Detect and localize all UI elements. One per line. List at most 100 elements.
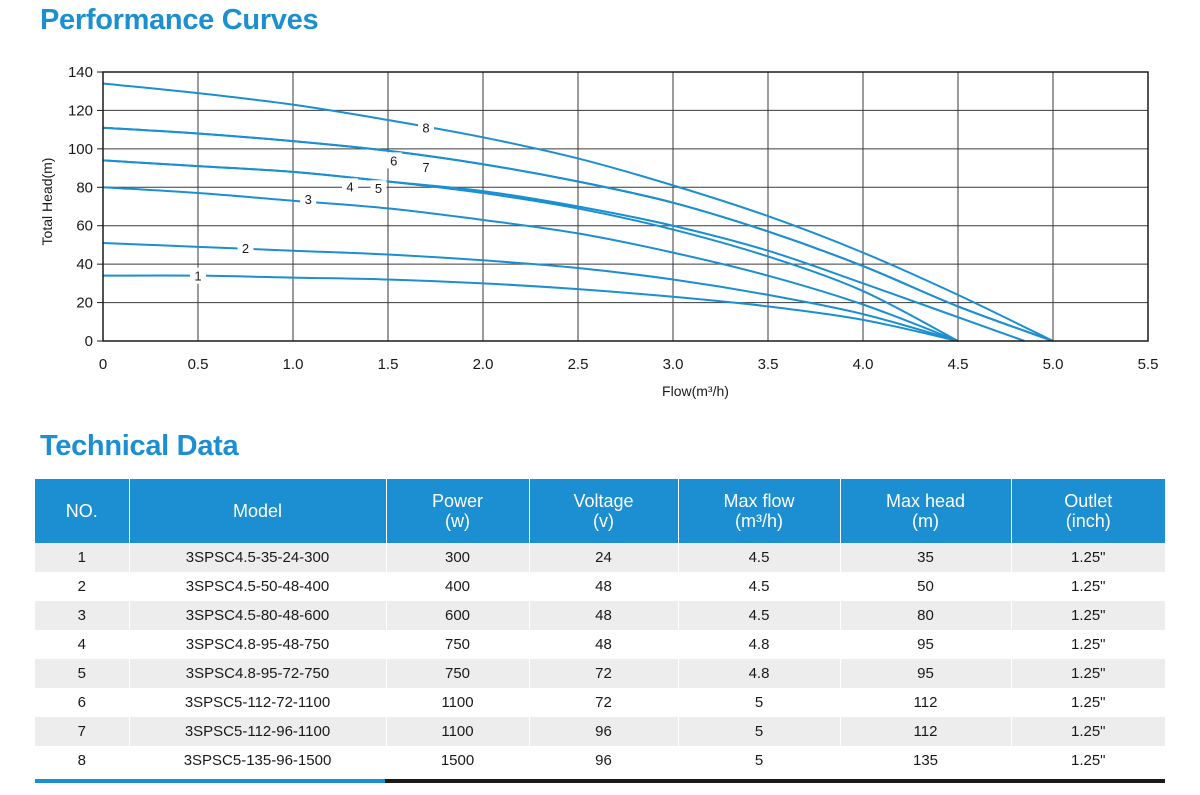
header-unit: (v) — [593, 511, 614, 531]
header-label: Max head — [885, 491, 966, 511]
table-cell: 600 — [385, 601, 529, 630]
table-row: 3 3SPSC4.5-80-48-600 600 48 4.5 80 1.25" — [35, 601, 1165, 630]
table-row: 5 3SPSC4.8-95-72-750 750 72 4.8 95 1.25" — [35, 659, 1165, 688]
table-cell: 3SPSC5-112-96-1100 — [128, 717, 386, 746]
y-tick-label: 40 — [76, 256, 93, 273]
header-cell: Max head (m) — [839, 479, 1011, 543]
table-cell: 750 — [385, 630, 529, 659]
table-cell: 48 — [528, 630, 678, 659]
curve-label-bg — [418, 119, 434, 136]
table-cell: 1.25" — [1010, 601, 1165, 630]
table-cell: 5 — [677, 688, 840, 717]
table-row: 4 3SPSC4.8-95-48-750 750 48 4.8 95 1.25" — [35, 630, 1165, 659]
table-cell: 3SPSC4.5-80-48-600 — [128, 601, 386, 630]
table-cell: 3SPSC5-112-72-1100 — [128, 688, 386, 717]
chart-axes: 0 0.5 1.0 1.5 2.0 2.5 3.0 3.5 4.0 4.5 5.0 5.5 0 20 40 6… — [39, 64, 1158, 399]
bottom-bar-dark — [385, 779, 1165, 783]
table-cell: 48 — [528, 572, 678, 601]
chart-grid — [102, 71, 1149, 342]
table-cell: 5 — [677, 717, 840, 746]
table-cell: 1.25" — [1010, 659, 1165, 688]
table-row: 1 3SPSC4.5-35-24-300 300 24 4.5 35 1.25" — [35, 543, 1165, 572]
table-cell: 750 — [385, 659, 529, 688]
x-tick-label: 5.0 — [1043, 356, 1064, 373]
table-bottom-bar — [35, 779, 1165, 783]
table-cell: 5 — [35, 659, 129, 688]
table-row: 7 3SPSC5-112-96-1100 1100 96 5 112 1.25" — [35, 717, 1165, 746]
header-unit: (m) — [912, 511, 939, 531]
table-cell: 2 — [35, 572, 129, 601]
x-tick-label: 5.5 — [1138, 356, 1159, 373]
table-cell: 3SPSC4.8-95-72-750 — [128, 659, 386, 688]
y-axis-label: Total Head(m) — [39, 158, 55, 246]
curve-label-4: 4 — [346, 179, 353, 194]
header-unit: (m³/h) — [735, 511, 783, 531]
table-cell: 80 — [839, 601, 1011, 630]
x-tick-label: 2.0 — [473, 356, 494, 373]
x-tick-label: 4.5 — [948, 356, 969, 373]
table-cell: 112 — [839, 688, 1011, 717]
header-cell: Max flow (m³/h) — [677, 479, 840, 543]
chart-curve-labels: 1 2 3 4 56 7 8 — [190, 119, 434, 284]
plot-frame — [102, 71, 1149, 342]
table-cell: 1.25" — [1010, 746, 1165, 775]
table-cell: 48 — [528, 601, 678, 630]
table-cell: 300 — [385, 543, 529, 572]
table-cell: 50 — [839, 572, 1011, 601]
header-cell: Power (w) — [385, 479, 529, 543]
y-tick-label: 140 — [68, 64, 93, 81]
header-label: Model — [232, 501, 283, 521]
x-tick-label: 3.5 — [758, 356, 779, 373]
header-unit: (inch) — [1065, 511, 1111, 531]
header-cell: Model — [128, 479, 386, 543]
table-cell: 5 — [677, 746, 840, 775]
table-cell: 1.25" — [1010, 717, 1165, 746]
table-cell: 3SPSC5-135-96-1500 — [128, 746, 386, 775]
curve-label-8: 8 — [422, 121, 429, 136]
table-cell: 4.8 — [677, 630, 840, 659]
table-cell: 1.25" — [1010, 630, 1165, 659]
y-tick-label: 0 — [85, 333, 93, 350]
curve-label-2: 2 — [242, 241, 249, 256]
y-tick-label: 120 — [68, 102, 93, 119]
technical-data-table-wrap: NO. Model Power (w) Voltage (v) Max flow (m³/h)… — [35, 479, 1165, 783]
table-header-row: NO. Model Power (w) Voltage (v) Max flow (m³/h)… — [35, 479, 1165, 543]
curve-label-bg — [237, 239, 254, 256]
technical-data-table: NO. Model Power (w) Voltage (v) Max flow (m³/h)… — [35, 479, 1165, 775]
curve-series-8 — [102, 82, 1054, 342]
table-cell: 400 — [385, 572, 529, 601]
table-cell: 135 — [839, 746, 1011, 775]
y-tick-label: 100 — [68, 141, 93, 158]
header-unit: (w) — [445, 511, 470, 531]
x-tick-label: 0.5 — [188, 356, 209, 373]
y-tick-label: 20 — [76, 295, 93, 312]
table-cell: 7 — [35, 717, 129, 746]
table-cell: 112 — [839, 717, 1011, 746]
table-cell: 1 — [35, 543, 129, 572]
table-cell: 1500 — [385, 746, 529, 775]
curve-label-bg — [370, 180, 387, 197]
table-cell: 4 — [35, 630, 129, 659]
table-cell: 3 — [35, 601, 129, 630]
table-row: 8 3SPSC5-135-96-1500 1500 96 5 135 1.25" — [35, 746, 1165, 775]
x-tick-label: 1.5 — [378, 356, 399, 373]
table-body: 1 3SPSC4.5-35-24-300 300 24 4.5 35 1.25" 2 3SPSC… — [35, 543, 1165, 775]
table-cell: 4.5 — [677, 543, 840, 572]
table-cell: 4.8 — [677, 659, 840, 688]
curve-label-bg — [190, 267, 206, 284]
table-cell: 6 — [35, 688, 129, 717]
header-label: Voltage — [573, 491, 634, 511]
curve-series-1 — [102, 274, 959, 342]
table-cell: 8 — [35, 746, 129, 775]
technical-data-heading: Technical Data — [40, 430, 239, 462]
curve-label-3: 3 — [305, 192, 312, 207]
x-tick-label: 1.0 — [283, 356, 304, 373]
table-cell: 96 — [528, 746, 678, 775]
x-tick-label: 3.0 — [663, 356, 684, 373]
curve-label-7: 7 — [422, 160, 429, 175]
header-cell: NO. — [35, 479, 129, 543]
header-label: Max flow — [723, 491, 795, 511]
curve-series-5 — [102, 159, 1025, 342]
header-label: NO. — [65, 501, 98, 521]
x-tick-label: 2.5 — [568, 356, 589, 373]
